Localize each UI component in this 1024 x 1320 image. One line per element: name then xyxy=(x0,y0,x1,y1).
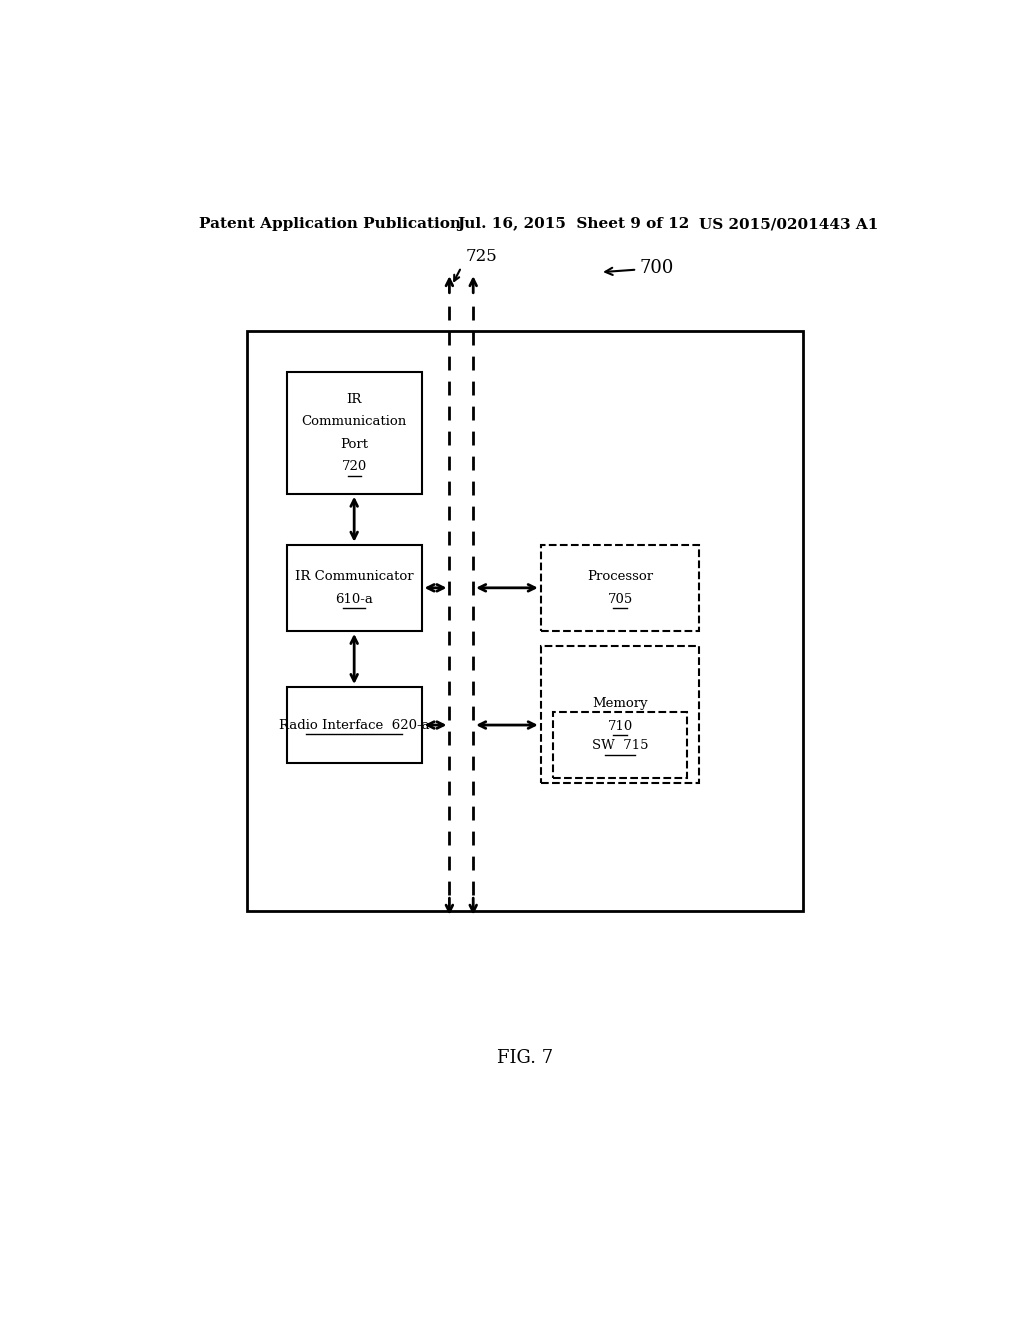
Text: Port: Port xyxy=(340,437,369,450)
Bar xyxy=(287,372,422,494)
Text: SW  715: SW 715 xyxy=(592,739,648,752)
Text: US 2015/0201443 A1: US 2015/0201443 A1 xyxy=(699,218,879,231)
Text: 705: 705 xyxy=(607,593,633,606)
Bar xyxy=(247,331,803,911)
Text: FIG. 7: FIG. 7 xyxy=(497,1049,553,1067)
Text: 720: 720 xyxy=(342,459,367,473)
Text: 700: 700 xyxy=(605,259,674,277)
Text: IR: IR xyxy=(346,393,361,405)
Text: 710: 710 xyxy=(607,719,633,733)
Bar xyxy=(553,713,687,779)
Bar xyxy=(541,647,699,784)
Bar xyxy=(287,545,422,631)
Text: Jul. 16, 2015  Sheet 9 of 12: Jul. 16, 2015 Sheet 9 of 12 xyxy=(458,218,689,231)
Text: IR Communicator: IR Communicator xyxy=(295,570,414,583)
Text: Communication: Communication xyxy=(301,416,407,428)
Text: 725: 725 xyxy=(465,248,497,265)
Text: Patent Application Publication: Patent Application Publication xyxy=(200,218,462,231)
Text: Memory: Memory xyxy=(592,697,648,710)
Bar xyxy=(541,545,699,631)
Text: Processor: Processor xyxy=(587,570,653,583)
Text: 610-a: 610-a xyxy=(335,593,373,606)
Text: Radio Interface  620-a: Radio Interface 620-a xyxy=(279,718,429,731)
Bar xyxy=(287,686,422,763)
